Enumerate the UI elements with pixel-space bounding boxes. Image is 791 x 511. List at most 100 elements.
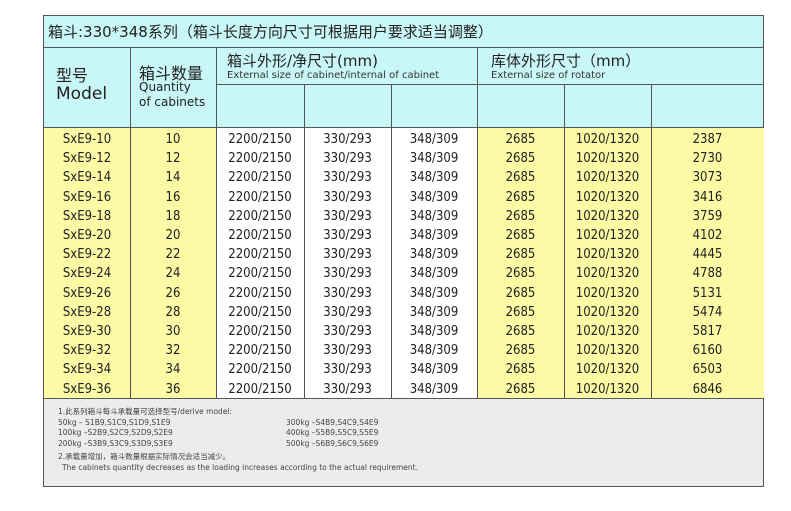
- table-cell: 2685: [505, 132, 536, 147]
- table-cell: 1020/1320: [575, 285, 640, 301]
- table-cell: 3073: [692, 170, 723, 186]
- table-cell: SxE9-30: [62, 324, 112, 339]
- table-cell: 10: [165, 132, 181, 147]
- table-cell: SxE9-18: [62, 208, 112, 224]
- table-cell: 348/309: [409, 324, 459, 339]
- table-cell: 2200/2150: [228, 343, 292, 359]
- table-cell: SxE9-32: [62, 343, 112, 359]
- model-option: 200kg –S3B9,S3C9,S3D9,S3E9: [58, 438, 173, 448]
- table-header: [44, 48, 763, 128]
- table-cell: 348/309: [409, 266, 459, 282]
- table-cell: 5131: [692, 285, 723, 301]
- divider: [304, 84, 305, 398]
- table-cell: 2685: [505, 151, 536, 167]
- table-cell: 348/309: [409, 170, 459, 186]
- header-cabinet-en: External size of cabinet/internal of cab…: [227, 70, 440, 81]
- model-option: 50kg – S1B9,S1C9,S1D9,S1E9: [58, 417, 171, 427]
- table-cell: 5474: [692, 304, 723, 320]
- table-cell: 330/293: [323, 208, 372, 224]
- table-cell: 2685: [505, 304, 536, 320]
- model-option: 400kg –S5B9,S5C9,S5E9: [286, 428, 379, 437]
- table-cell: 2685: [505, 247, 536, 263]
- model-option: 500kg –S6B9,S6C9,S6E9: [286, 438, 379, 448]
- table-cell: 330/293: [323, 381, 372, 397]
- table-cell: 2200/2150: [228, 285, 292, 301]
- table-cell: 30: [165, 324, 181, 339]
- table-cell: 2685: [505, 189, 536, 205]
- table-cell: 20: [165, 228, 181, 243]
- table-cell: 1020/1320: [575, 208, 640, 224]
- table-cell: 2685: [505, 208, 536, 224]
- table-cell: 1020/1320: [575, 343, 640, 359]
- table-cell: 1020/1320: [575, 189, 640, 205]
- table-cell: 348/309: [409, 132, 459, 147]
- table-cell: 3759: [692, 208, 723, 224]
- table-cell: 330/293: [323, 228, 372, 243]
- divider: [216, 48, 217, 398]
- spec-table: 箱斗:330*348系列（箱斗长度方向尺寸可根据用户要求适当调整） 型号 Mod…: [43, 15, 764, 487]
- table-cell: 2200/2150: [228, 132, 292, 147]
- table-cell: 330/293: [323, 170, 372, 186]
- table-cell: 348/309: [409, 151, 459, 167]
- table-cell: 2200/2150: [228, 170, 292, 186]
- table-cell: 348/309: [409, 304, 459, 320]
- table-cell: 2200/2150: [228, 151, 292, 167]
- table-cell: 26: [165, 285, 181, 301]
- table-cell: 2200/2150: [228, 381, 292, 397]
- column-bg: [130, 128, 216, 398]
- table-cell: 3416: [692, 189, 723, 205]
- table-cell: 34: [165, 362, 181, 378]
- table-cell: 4788: [692, 266, 723, 282]
- column-bg: [477, 128, 564, 398]
- table-cell: 2200/2150: [228, 362, 292, 378]
- table-cell: 2685: [505, 170, 536, 186]
- header-model-en: Model: [56, 84, 108, 104]
- table-cell: 22: [165, 247, 181, 263]
- table-cell: SxE9-16: [62, 189, 112, 205]
- column-bg: [44, 128, 130, 398]
- table-cell: SxE9-36: [62, 381, 112, 397]
- table-cell: 12: [165, 151, 181, 167]
- table-cell: 1020/1320: [575, 381, 640, 397]
- table-cell: 2200/2150: [228, 304, 292, 320]
- table-cell: 2685: [505, 324, 536, 339]
- table-cell: 330/293: [323, 285, 372, 301]
- table-cell: 348/309: [409, 228, 459, 243]
- table-cell: 2387: [692, 132, 723, 147]
- column-bg: [391, 128, 477, 398]
- header-rotator-cn: 库体外形尺寸（mm）: [491, 52, 641, 70]
- table-cell: SxE9-10: [62, 132, 112, 147]
- table-cell: 18: [165, 208, 181, 224]
- table-cell: 348/309: [409, 381, 459, 397]
- table-cell: 4445: [692, 247, 723, 263]
- header-rotator-en: External size of rotator: [491, 70, 606, 81]
- table-cell: 28: [165, 304, 181, 320]
- table-cell: 6503: [692, 362, 723, 378]
- table-cell: 2730: [692, 151, 723, 167]
- table-cell: SxE9-24: [62, 266, 112, 282]
- table-cell: 330/293: [323, 247, 372, 263]
- table-cell: 2685: [505, 381, 536, 397]
- note-1: 1.此系列箱斗每斗承载量可选择型号/derive model:: [58, 407, 233, 416]
- table-cell: SxE9-20: [62, 228, 112, 243]
- table-cell: 1020/1320: [575, 266, 640, 282]
- table-cell: 2685: [505, 343, 536, 359]
- table-cell: SxE9-34: [62, 362, 112, 378]
- table-cell: 330/293: [323, 343, 372, 359]
- table-cell: 330/293: [323, 304, 372, 320]
- table-cell: 2685: [505, 266, 536, 282]
- model-option: 100kg –S2B9,S2C9,S2D9,S2E9: [58, 428, 173, 437]
- table-cell: 330/293: [323, 324, 372, 339]
- table-cell: SxE9-12: [62, 151, 112, 167]
- notes: 1.此系列箱斗每斗承载量可选择型号/derive model: 50kg – S…: [44, 398, 763, 486]
- table-cell: 330/293: [323, 151, 372, 167]
- divider: [651, 84, 652, 398]
- model-option: 300kg –S4B9,S4C9,S4E9: [286, 417, 379, 427]
- table-cell: 348/309: [409, 362, 459, 378]
- table-cell: 4102: [692, 228, 723, 243]
- table-cell: 1020/1320: [575, 151, 640, 167]
- table-cell: 6160: [692, 343, 723, 359]
- table-cell: SxE9-26: [62, 285, 112, 301]
- table-cell: 1020/1320: [575, 132, 640, 147]
- table-cell: 348/309: [409, 189, 459, 205]
